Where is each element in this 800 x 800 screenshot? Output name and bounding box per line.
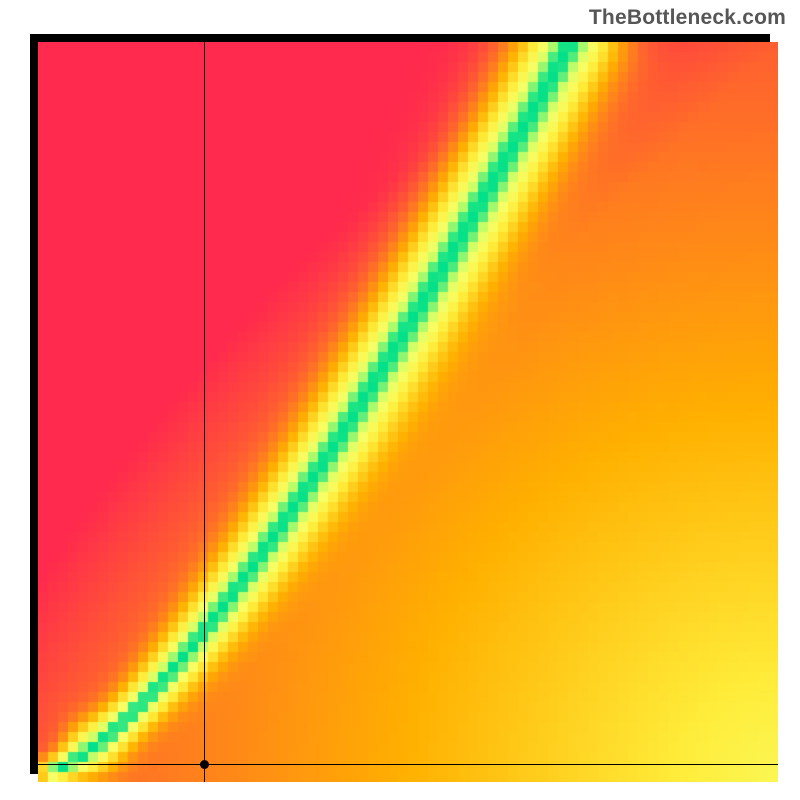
crosshair-marker — [200, 760, 209, 769]
plot-frame — [30, 34, 770, 774]
heatmap-canvas — [38, 42, 778, 782]
crosshair-vertical — [204, 42, 205, 782]
root: TheBottleneck.com — [0, 0, 800, 800]
attribution-text: TheBottleneck.com — [589, 6, 786, 30]
crosshair-horizontal — [38, 764, 778, 765]
